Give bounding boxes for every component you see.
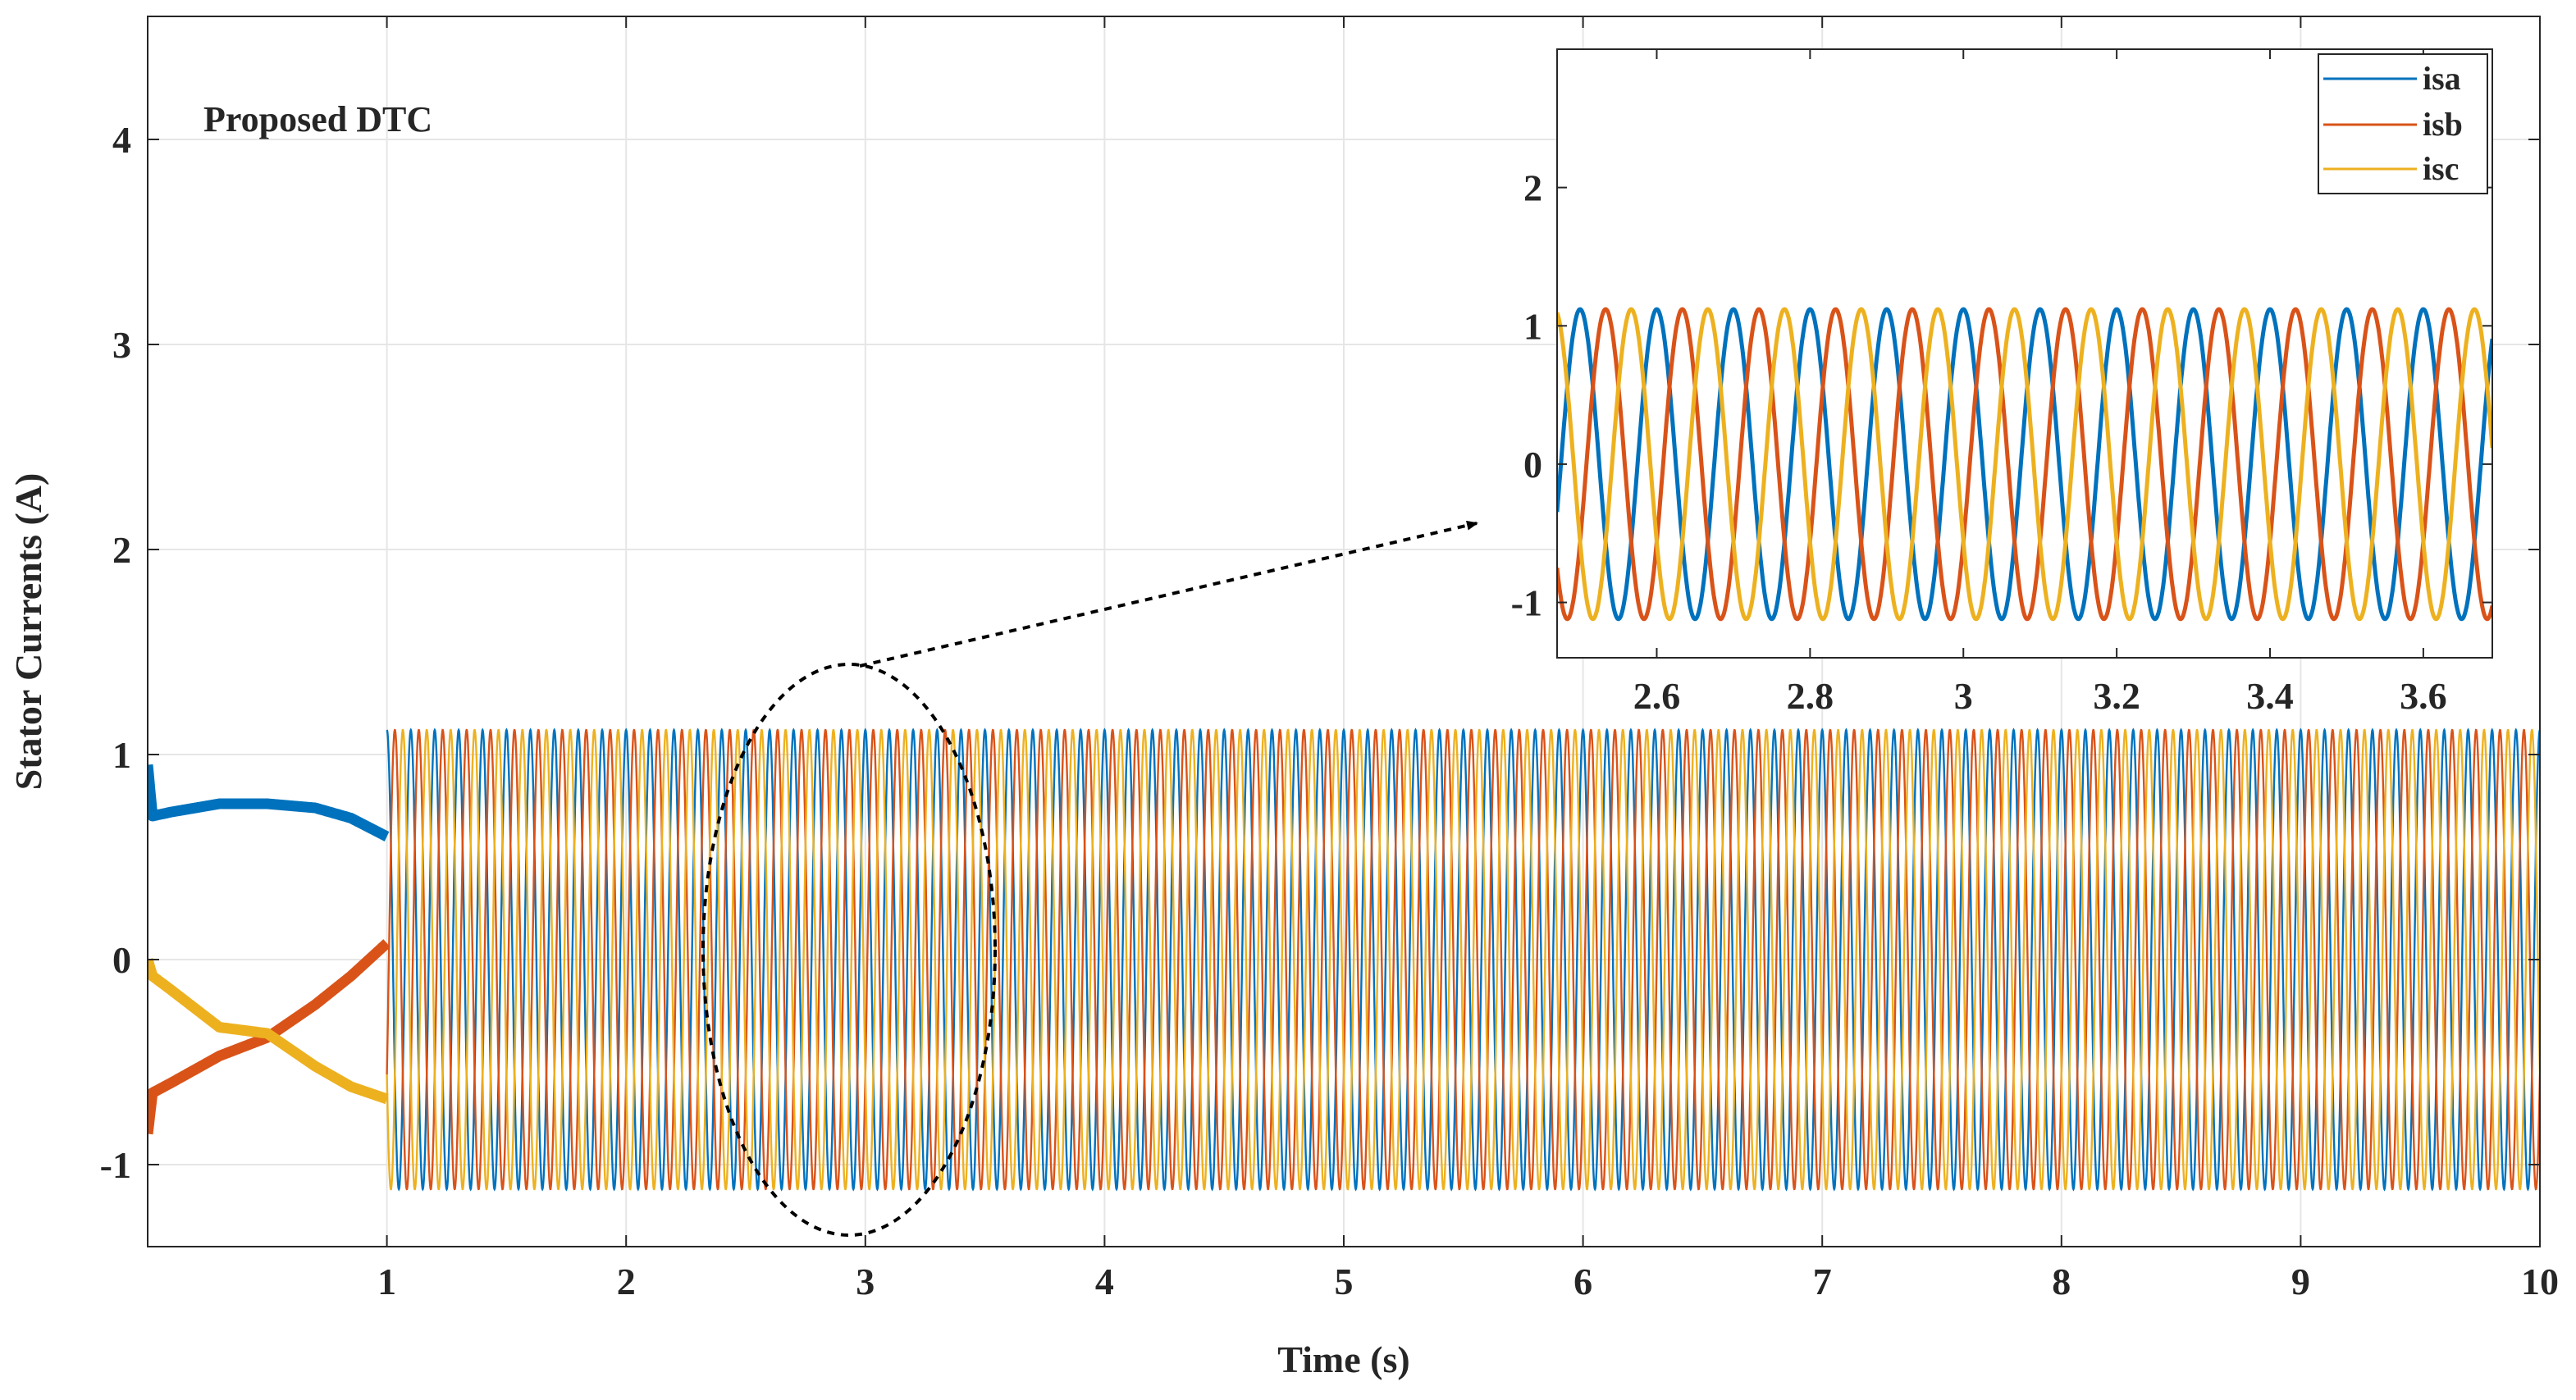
x-axis-label: Time (s): [1277, 1338, 1409, 1380]
y-tick-label: -1: [100, 1144, 131, 1186]
inset-y-tick-label: 0: [1523, 444, 1542, 486]
inset-x-tick-label: 3.6: [2400, 675, 2447, 717]
zoom-region-ellipse: [701, 663, 997, 1237]
y-axis-label: Stator Currents (A): [7, 473, 49, 791]
inset-plot: 2.6 2.8 3 3.2 3.4 3.6 -1 0 1 2 isa isb isc: [1511, 48, 2493, 717]
inset-series-group: [1557, 307, 2492, 622]
inset-y-tick-label: -1: [1511, 582, 1542, 624]
x-tick-label: 1: [377, 1261, 396, 1302]
inset-axes-frame: [1556, 48, 2493, 659]
inset-ticks: 2.6 2.8 3 3.2 3.4 3.6 -1 0 1 2: [1511, 49, 2492, 717]
inset-y-tick-label: 2: [1523, 167, 1542, 209]
series-isa-line: [386, 727, 2540, 1192]
x-tick-label: 9: [2291, 1261, 2310, 1302]
inset-x-tick-label: 3: [1954, 675, 1973, 717]
series-isa-transient: [148, 764, 391, 841]
x-tick-label: 8: [2052, 1261, 2071, 1302]
x-tick-label: 3: [856, 1261, 875, 1302]
series-isc-transient: [148, 958, 391, 1105]
inset-series-isb-line: [1557, 307, 2492, 622]
inset-x-tick-label: 3.2: [2093, 675, 2140, 717]
x-tick-label: 4: [1095, 1261, 1114, 1302]
main-series-group: [148, 727, 2540, 1192]
y-tick-label: 0: [112, 939, 131, 981]
inset-x-tick-label: 3.4: [2246, 675, 2294, 717]
inset-legend: isa isb isc: [2318, 53, 2488, 194]
y-tick-label: 1: [112, 734, 131, 776]
chart-annotation: Proposed DTC: [203, 99, 432, 139]
inset-x-tick-label: 2.8: [1787, 675, 1834, 717]
y-tick-label: 2: [112, 529, 131, 571]
x-tick-label: 5: [1335, 1261, 1354, 1302]
series-isc-line: [386, 728, 2540, 1191]
y-tick-label: 3: [112, 324, 131, 366]
inset-series-isc-line: [1557, 307, 2492, 622]
legend-label-isb: isb: [2423, 106, 2463, 143]
legend-label-isc: isc: [2423, 150, 2459, 187]
legend-label-isa: isa: [2423, 60, 2461, 97]
x-tick-label: 6: [1573, 1261, 1592, 1302]
inset-y-tick-label: 1: [1523, 305, 1542, 347]
x-tick-label: 2: [617, 1261, 636, 1302]
inset-x-tick-label: 2.6: [1633, 675, 1681, 717]
x-tick-label: 7: [1813, 1261, 1832, 1302]
y-tick-label: 4: [112, 119, 131, 161]
x-tick-label: 10: [2521, 1261, 2559, 1302]
inset-series-isa-line: [1557, 307, 2492, 622]
